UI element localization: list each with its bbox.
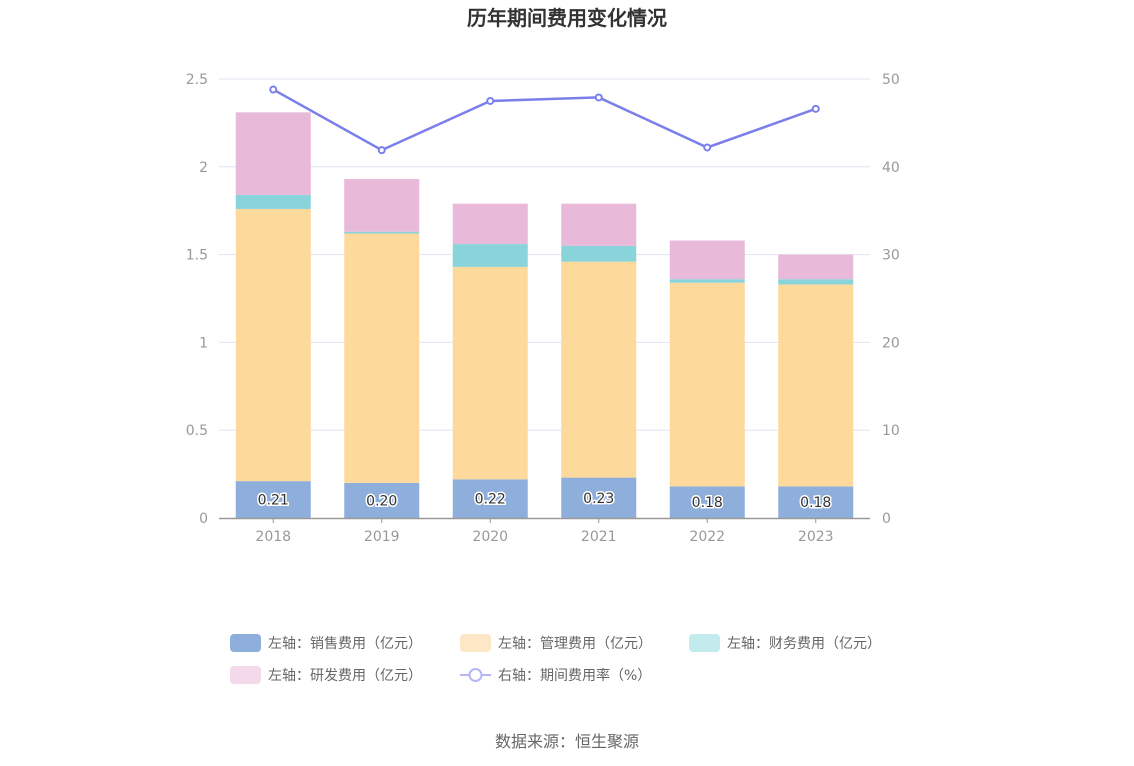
data-label: 0.20 — [366, 493, 397, 509]
bar-segment — [452, 266, 528, 480]
y-left-tick-label: 1.5 — [186, 248, 208, 264]
y-right-tick-label: 30 — [882, 248, 900, 264]
bars — [235, 112, 854, 518]
bar-segment — [235, 208, 311, 482]
bar-segment — [344, 482, 420, 518]
legend-item[interactable]: 右轴：期间费用率（%） — [460, 667, 651, 684]
legend-label: 左轴：研发费用（亿元） — [268, 668, 422, 684]
legend-item[interactable]: 左轴：销售费用（亿元） — [230, 634, 422, 652]
x-tick-label: 2020 — [472, 529, 508, 545]
legend-swatch — [230, 634, 261, 652]
bar-segment — [235, 194, 311, 209]
bar-segment — [561, 203, 637, 246]
data-label: 0.22 — [475, 492, 506, 508]
rate-point — [377, 146, 386, 155]
rate-point — [594, 93, 603, 102]
source-note: 数据来源：恒生聚源 — [495, 732, 639, 751]
bar-segment — [561, 245, 637, 262]
x-tick-label: 2023 — [798, 529, 834, 545]
bar-segment — [778, 254, 854, 280]
data-label: 0.18 — [800, 495, 831, 511]
legend-item[interactable]: 左轴：研发费用（亿元） — [230, 666, 422, 684]
y-right-tick-label: 20 — [882, 335, 900, 351]
bar-segment — [344, 233, 420, 483]
bar-segment — [344, 179, 420, 232]
bar-segment — [452, 479, 528, 518]
legend-swatch — [230, 666, 261, 684]
rate-point — [703, 143, 712, 152]
bar-segment — [235, 112, 311, 195]
legend-label: 左轴：管理费用（亿元） — [498, 636, 652, 652]
y-right-tick-label: 0 — [882, 511, 891, 527]
rate-point — [486, 96, 495, 105]
legend[interactable]: 左轴：销售费用（亿元） 左轴：管理费用（亿元） 左轴：财务费用（亿元） 左轴：研发费用… — [230, 634, 881, 684]
rate-point — [811, 104, 820, 113]
data-label: 0.21 — [258, 493, 289, 509]
bar-segment — [778, 284, 854, 487]
legend-label: 右轴：期间费用率（%） — [498, 667, 651, 684]
rate-point — [269, 85, 278, 94]
bar-segment — [561, 477, 637, 518]
data-label: 0.18 — [692, 495, 723, 511]
bar-segment — [669, 486, 745, 518]
x-tick-label: 2021 — [581, 529, 617, 545]
legend-item[interactable]: 左轴：财务费用（亿元） — [689, 634, 881, 652]
axes: 0 0.5 1 1.5 2 2.5 0 10 20 30 40 50 2018 2019 2020 2021 2… — [186, 72, 900, 545]
legend-swatch — [460, 634, 491, 652]
legend-item[interactable]: 左轴：管理费用（亿元） — [460, 634, 652, 652]
y-left-tick-label: 0.5 — [186, 423, 208, 439]
y-left-tick-label: 1 — [199, 335, 208, 351]
y-left-tick-label: 2 — [199, 160, 208, 176]
y-right-tick-label: 40 — [882, 160, 900, 176]
bar-segment — [235, 481, 311, 518]
bar-segment — [344, 231, 420, 234]
bar-segment — [669, 282, 745, 487]
legend-label: 左轴：财务费用（亿元） — [727, 636, 881, 652]
bar-segment — [669, 279, 745, 283]
y-left-tick-label: 2.5 — [186, 72, 208, 88]
bar-segment — [561, 261, 637, 478]
y-right-tick-label: 50 — [882, 72, 900, 88]
bar-segment — [452, 203, 528, 245]
legend-swatch — [689, 634, 720, 652]
grid — [219, 78, 870, 431]
rate-line — [269, 85, 820, 155]
rate-line-path — [272, 88, 817, 152]
bar-segment — [669, 240, 745, 280]
data-labels: 0.21 0.20 0.22 0.23 0.18 0.18 — [256, 489, 833, 512]
bar-segment — [452, 244, 528, 267]
data-label: 0.23 — [583, 491, 614, 507]
x-tick-label: 2022 — [689, 529, 725, 545]
y-left-tick-label: 0 — [199, 511, 208, 527]
legend-label: 左轴：销售费用（亿元） — [268, 636, 422, 652]
bar-segment — [778, 486, 854, 518]
x-tick-label: 2019 — [364, 529, 400, 545]
y-right-tick-label: 10 — [882, 423, 900, 439]
bar-segment — [778, 279, 854, 285]
x-tick-label: 2018 — [255, 529, 291, 545]
legend-line-marker — [468, 668, 483, 682]
chart-title: 历年期间费用变化情况 — [467, 6, 667, 30]
